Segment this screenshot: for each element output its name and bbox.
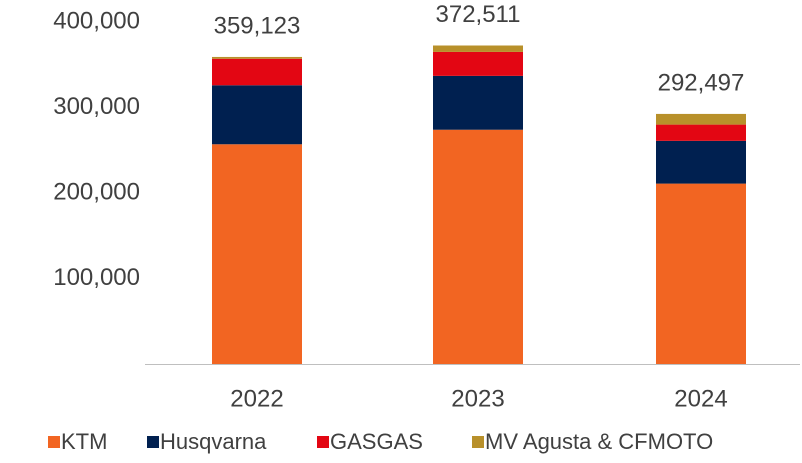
bar-segment: [212, 144, 302, 364]
total-label: 372,511: [436, 1, 521, 28]
bar-segment: [656, 124, 746, 141]
legend-swatch: [147, 436, 159, 448]
legend-swatch: [317, 436, 329, 448]
legend-label: MV Agusta & CFMOTO: [485, 429, 713, 454]
y-tick-label: 100,000: [53, 264, 140, 291]
y-tick-label: 400,000: [53, 7, 140, 34]
bar-segment: [212, 58, 302, 86]
total-label: 292,497: [658, 69, 745, 96]
bar-segment: [656, 113, 746, 125]
bar-segment: [433, 45, 523, 52]
x-tick-label: 2022: [230, 385, 283, 412]
legend-swatch: [472, 436, 484, 448]
bar-segment: [433, 51, 523, 76]
total-label: 359,123: [214, 12, 301, 39]
legend-label: Husqvarna: [160, 429, 267, 454]
legend-swatch: [48, 436, 60, 448]
x-tick-label: 2024: [674, 385, 727, 412]
x-tick-label: 2023: [451, 385, 504, 412]
bar-segment: [212, 56, 302, 59]
y-tick-label: 200,000: [53, 178, 140, 205]
bar-segment: [433, 75, 523, 130]
bar-segment: [433, 129, 523, 364]
y-tick-label: 300,000: [53, 93, 140, 120]
legend-label: KTM: [61, 429, 107, 454]
bar-segment: [656, 183, 746, 364]
bar-segment: [212, 85, 302, 145]
bar-segment: [656, 140, 746, 184]
legend-label: GASGAS: [330, 429, 423, 454]
